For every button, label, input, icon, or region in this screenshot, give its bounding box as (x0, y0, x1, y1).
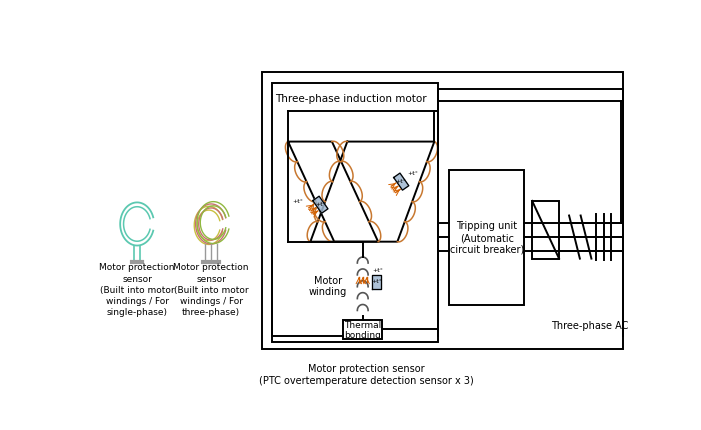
Text: Three-phase AC: Three-phase AC (551, 320, 629, 330)
Polygon shape (372, 275, 381, 289)
Bar (343, 320, 382, 340)
Text: Motor
winding: Motor winding (309, 275, 347, 297)
Text: +t°: +t° (373, 268, 383, 273)
Text: +t°: +t° (396, 178, 407, 183)
Text: +t°: +t° (292, 199, 304, 204)
Polygon shape (313, 197, 328, 214)
Bar (449, 171, 524, 305)
Bar (532, 201, 559, 259)
Text: +t°: +t° (407, 170, 418, 175)
Text: Tripping unit
(Automatic
circuit breaker): Tripping unit (Automatic circuit breaker… (449, 221, 524, 254)
Text: Three-phase induction motor: Three-phase induction motor (275, 94, 427, 104)
Text: Motor protection
sensor
(Built into motor
windings / For
three-phase): Motor protection sensor (Built into moto… (173, 263, 249, 316)
Bar (272, 84, 438, 342)
Text: Thermal
bonding: Thermal bonding (344, 320, 381, 339)
Bar (262, 73, 623, 350)
Polygon shape (394, 174, 409, 190)
Text: Motor protection sensor
(PTC overtemperature detection sensor x 3): Motor protection sensor (PTC overtempera… (259, 363, 474, 385)
Text: Motor protection
sensor
(Built into motor
windings / For
single-phase): Motor protection sensor (Built into moto… (100, 263, 175, 316)
Text: +t°: +t° (315, 201, 326, 206)
Text: +t°: +t° (371, 278, 382, 283)
